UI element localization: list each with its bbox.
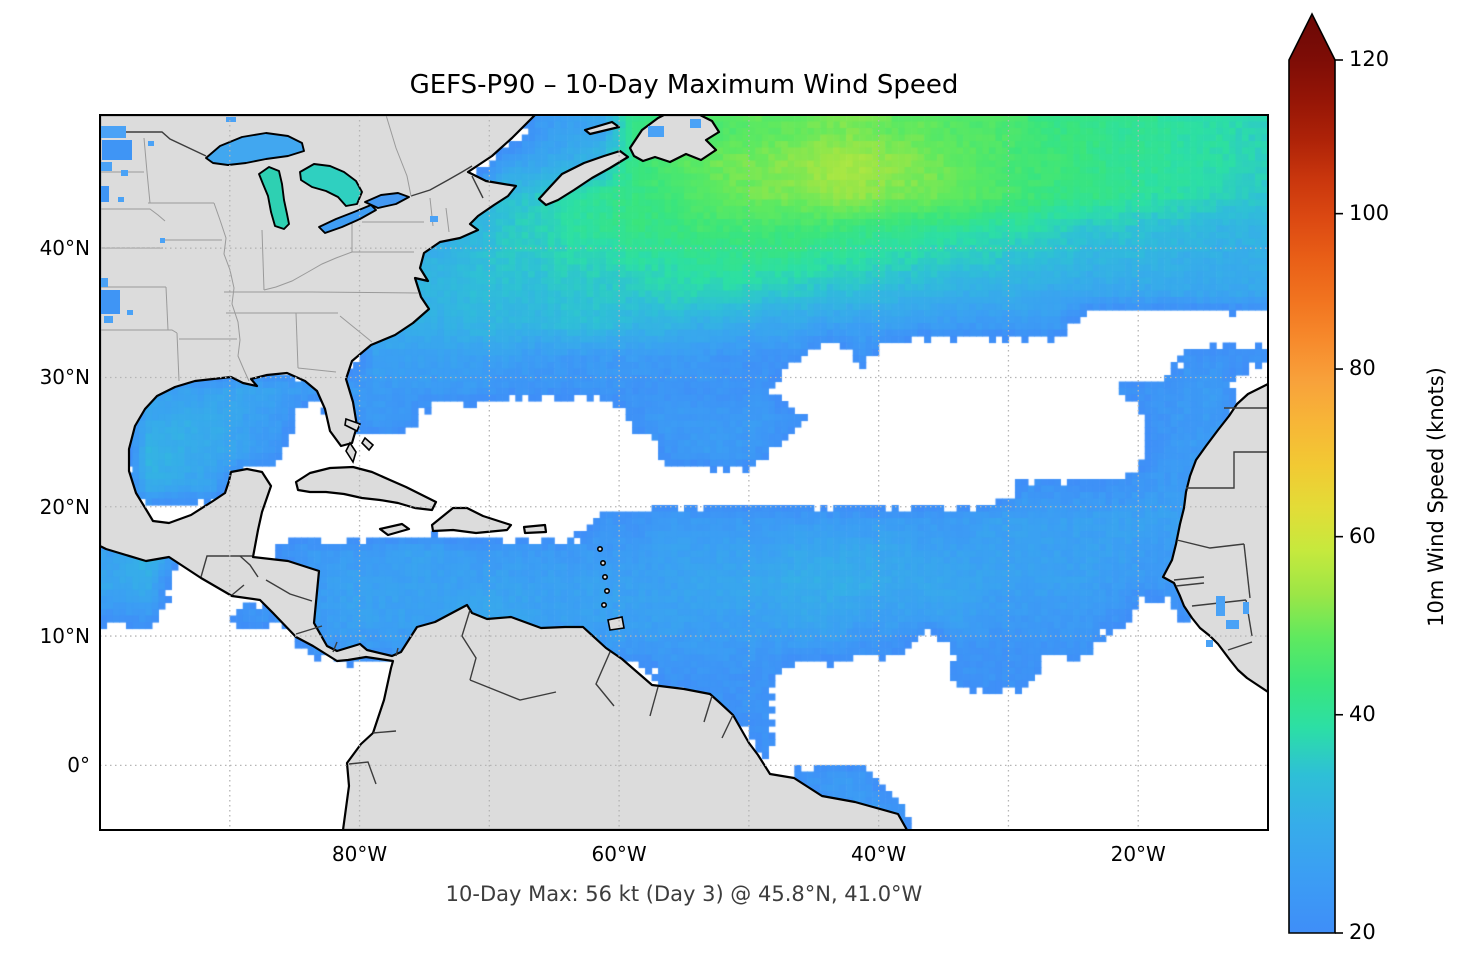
lake-huron [299, 163, 363, 207]
lake-superior [205, 132, 305, 166]
nova-scotia [537, 149, 630, 207]
x-tick-label: 20°W [1110, 842, 1166, 866]
lake-michigan [258, 166, 290, 230]
bahamas-island [345, 441, 357, 464]
max-annotation: 10-Day Max: 56 kt (Day 3) @ 45.8°N, 41.0… [445, 882, 923, 906]
trinidad [607, 616, 625, 631]
colorbar-tick-label: 60 [1349, 523, 1376, 548]
y-tick-label: 0° [67, 753, 90, 778]
colorbar-tick-label: 40 [1349, 701, 1376, 726]
jamaica [378, 522, 411, 537]
colorbar-tick-label: 80 [1349, 356, 1376, 381]
bahamas-island [360, 436, 375, 452]
puerto-rico [522, 523, 548, 535]
graticule-gridlines [100, 115, 1268, 830]
x-tick-label: 40°W [851, 842, 907, 866]
lesser-antilles-island [596, 545, 603, 552]
y-tick-label: 30°N [39, 365, 90, 390]
africa [1161, 382, 1268, 694]
colorbar-tick-label: 20 [1349, 920, 1376, 944]
x-tick-label: 80°W [331, 842, 388, 866]
x-tick-label: 60°W [591, 842, 647, 866]
lake-ontario [364, 192, 410, 209]
lake-erie [318, 204, 377, 234]
anticosti-island [583, 120, 621, 136]
colorbar [1288, 12, 1336, 934]
colorbar-tick-label: 120 [1349, 47, 1390, 71]
cuba [294, 465, 438, 512]
lesser-antilles-island [599, 559, 606, 566]
country-borders [100, 131, 1268, 785]
lesser-antilles-island [603, 587, 610, 594]
y-tick-label: 40°N [39, 236, 90, 261]
lesser-antilles-island [600, 601, 607, 608]
plot-frame [99, 114, 1269, 831]
colorbar-tick-marks [1335, 59, 1343, 934]
north-south-america-landmass [100, 115, 909, 830]
lesser-antilles-island [601, 573, 608, 580]
hispaniola [430, 506, 513, 535]
y-tick-label: 10°N [39, 624, 90, 649]
great-lakes [205, 132, 410, 234]
small-islands [344, 417, 625, 631]
bahamas-island [344, 417, 362, 433]
overland-wind-patches [100, 117, 1249, 647]
chart-title: GEFS-P90 – 10-Day Maximum Wind Speed [409, 70, 959, 100]
colorbar-axis-label: 10m Wind Speed (knots) [1424, 367, 1448, 627]
colorbar-tick-label: 100 [1349, 200, 1390, 225]
y-tick-label: 20°N [39, 494, 90, 519]
newfoundland [628, 115, 721, 164]
state-borders [100, 115, 450, 382]
